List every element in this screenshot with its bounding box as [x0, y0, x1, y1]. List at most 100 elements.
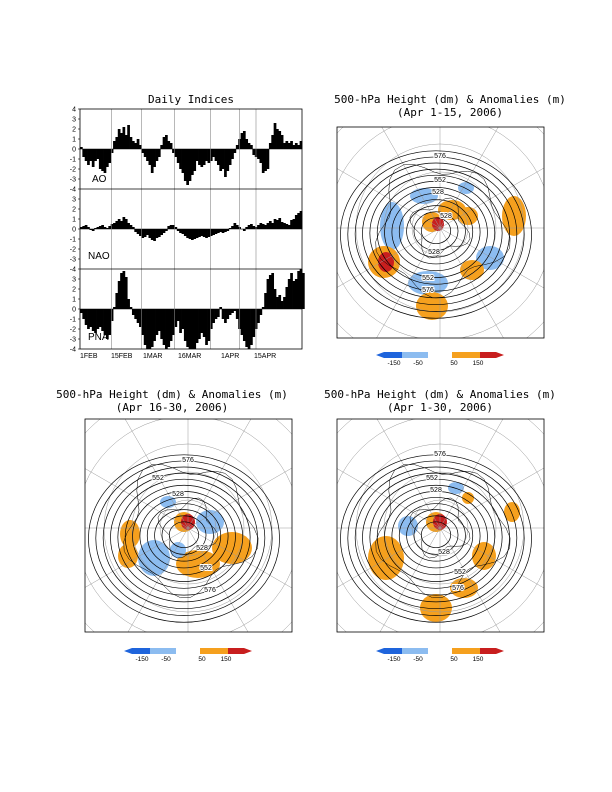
bar-nao: [283, 223, 286, 229]
height-contour: [384, 187, 488, 278]
colorbar-swatch: [480, 648, 496, 654]
bar-ao: [143, 149, 147, 157]
contour-label: 576: [422, 287, 434, 294]
bar-nao: [136, 229, 140, 234]
bar-ao: [242, 131, 246, 149]
y-tick-label: -4: [70, 187, 76, 194]
bar-ao: [155, 149, 159, 161]
height-contour: [354, 466, 518, 610]
bar-pna: [216, 309, 220, 317]
height-contour: [88, 454, 280, 623]
bar-nao: [98, 226, 102, 229]
map2-title-line2: (Apr 16-30, 2006): [115, 401, 229, 414]
coastline: [409, 497, 471, 559]
y-tick-label: 3: [72, 277, 76, 284]
positive-anomaly: [460, 260, 484, 280]
bar-ao: [124, 135, 128, 149]
bar-nao: [150, 229, 154, 240]
bar-pna: [250, 309, 253, 345]
map-panel-2: 576 552 528 528 552 576 -150 -50 50 150: [84, 418, 293, 663]
bar-nao: [221, 229, 225, 233]
bar-nao: [266, 223, 270, 229]
coastline: [375, 164, 511, 299]
meridian-line: [439, 419, 504, 529]
colorbar-label: 150: [221, 656, 232, 663]
map-content: 576 552 528 528 552 576: [85, 419, 292, 632]
bar-ao: [266, 149, 270, 169]
bar-pna: [198, 309, 201, 339]
bar-nao: [122, 217, 126, 229]
y-tick-label: -1: [70, 237, 76, 244]
height-contour: [369, 478, 503, 596]
map-panel-1: 576 552 528 528 528 552 576 -150 -50 50 150: [336, 126, 545, 367]
colorbar-swatch: [200, 648, 228, 654]
contour-label: 552: [434, 177, 446, 184]
bar-pna: [153, 309, 156, 341]
bar-ao: [146, 149, 149, 161]
bar-nao: [167, 226, 171, 229]
bar-pna: [96, 309, 100, 329]
series-label-ao: AO: [92, 174, 107, 185]
meridian-line: [381, 127, 441, 229]
positive-anomaly: [504, 502, 520, 522]
bar-nao: [148, 229, 152, 238]
bar-pna: [186, 309, 189, 347]
bar-ao: [131, 141, 135, 149]
bar-nao: [287, 225, 291, 229]
height-contour: [95, 460, 273, 616]
colorbar-label: 50: [450, 656, 458, 663]
bar-pna: [167, 309, 171, 347]
bar-pna: [278, 295, 282, 309]
map1-title-line2: (Apr 1-15, 2006): [397, 106, 503, 119]
height-contour: [340, 150, 532, 319]
bar-nao: [209, 229, 213, 236]
bar-ao: [216, 149, 220, 165]
x-tick-label: 1MAR: [143, 353, 162, 360]
map-frame: [336, 418, 545, 633]
bar-ao: [278, 131, 282, 149]
y-tick-label: -2: [70, 167, 76, 174]
height-contour: [406, 205, 466, 258]
bar-nao: [115, 221, 119, 229]
y-tick-label: 2: [72, 127, 76, 134]
bar-pna: [155, 309, 159, 335]
bar-pna: [205, 309, 208, 345]
coastline: [375, 464, 511, 599]
bar-pna: [273, 289, 277, 309]
colorbar-arrow-right: [496, 648, 504, 654]
x-tick-label: 15APR: [254, 353, 276, 360]
colorbar-label: -50: [413, 360, 423, 367]
bar-nao: [261, 224, 265, 229]
y-tick-label: 0: [72, 147, 76, 154]
colorbar-label: -150: [135, 656, 148, 663]
bar-ao: [268, 143, 272, 149]
bar-ao: [245, 139, 249, 149]
positive-anomaly: [120, 520, 140, 548]
bar-ao: [94, 149, 97, 161]
bar-ao: [259, 149, 263, 163]
bar-pna: [127, 299, 130, 309]
bar-pna: [299, 269, 303, 309]
bar-pna: [94, 309, 97, 333]
bar-pna: [221, 309, 225, 319]
bar-nao: [233, 223, 237, 229]
bar-pna: [247, 309, 251, 349]
bar-pna: [120, 273, 123, 309]
bar-pna: [82, 309, 86, 319]
colorbar-swatch: [480, 352, 496, 358]
bar-pna: [124, 277, 128, 309]
bar-ao: [129, 137, 133, 149]
bar-pna: [283, 297, 286, 309]
bar-nao: [212, 229, 215, 235]
bar-ao: [252, 149, 256, 155]
colorbar-swatch: [452, 352, 480, 358]
bar-pna: [183, 309, 187, 341]
bar-ao: [191, 149, 194, 175]
colorbar-label: -150: [387, 656, 400, 663]
bar-pna: [134, 309, 138, 319]
bar-pna: [179, 309, 182, 333]
bar-pna: [188, 309, 192, 349]
bar-ao: [200, 149, 204, 167]
bar-nao: [245, 227, 249, 229]
bar-nao: [290, 220, 293, 229]
